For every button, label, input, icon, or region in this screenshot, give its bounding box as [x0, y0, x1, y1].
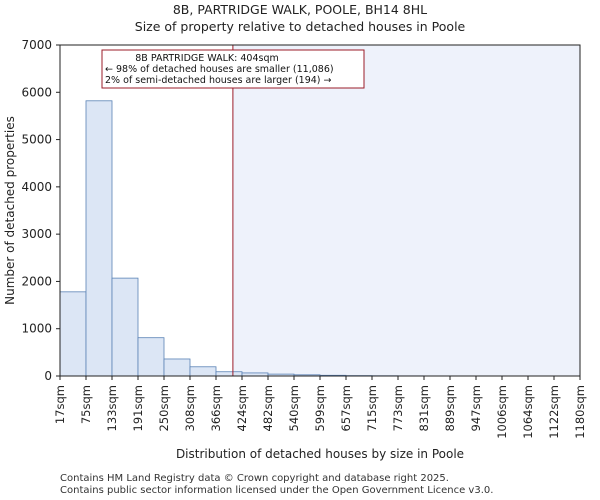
x-tick-label-540sqm: 540sqm [287, 385, 301, 431]
bar-250sqm [163, 358, 191, 377]
x-tick-label-17sqm: 17sqm [53, 385, 67, 424]
x-axis: 17sqm 75sqm 133sqm 191sqm 250sqm 308sqm 366sqm… [53, 376, 587, 439]
y-tick-label: 5000 [21, 133, 52, 147]
x-tick-label-133sqm: 133sqm [105, 385, 119, 431]
x-tick-label-191sqm: 191sqm [131, 385, 145, 431]
bars-group [59, 100, 581, 377]
x-tick-label-250sqm: 250sqm [157, 385, 171, 431]
bar-17sqm [59, 291, 87, 377]
x-tick-label-715sqm: 715sqm [365, 385, 379, 431]
plot-shade [232, 45, 580, 376]
annotation-box: 8B PARTRIDGE WALK: 404sqm ← 98% of detac… [101, 49, 365, 89]
x-tick-label-889sqm: 889sqm [443, 385, 457, 431]
bar-366sqm [215, 371, 243, 377]
footer-licence: Contains public sector information licen… [60, 485, 494, 496]
x-tick-label-308sqm: 308sqm [183, 385, 197, 431]
x-tick-label-424sqm: 424sqm [235, 385, 249, 431]
annotation-line3: 2% of semi-detached houses are larger (1… [105, 75, 332, 86]
y-axis-label: Number of detached properties [3, 116, 17, 305]
x-tick-label-831sqm: 831sqm [417, 385, 431, 431]
x-tick-label-75sqm: 75sqm [79, 385, 93, 424]
annotation-line1: 8B PARTRIDGE WALK: 404sqm [135, 53, 279, 64]
y-tick-label: 7000 [21, 38, 52, 52]
x-tick-label-1006sqm: 1006sqm [495, 385, 509, 439]
x-tick-label-599sqm: 599sqm [313, 385, 327, 431]
x-axis-label: Distribution of detached houses by size … [176, 447, 464, 461]
y-axis: 0 1000 2000 3000 4000 5000 6000 7000 [21, 38, 60, 383]
bar-133sqm [111, 277, 139, 377]
bar-75sqm [85, 100, 113, 377]
bar-308sqm [189, 366, 217, 377]
histogram-chart: 0 1000 2000 3000 4000 5000 6000 7000 17sqm 75sqm… [3, 38, 587, 461]
x-tick-label-1180sqm: 1180sqm [573, 385, 587, 439]
footer-copyright: Contains HM Land Registry data © Crown c… [60, 473, 449, 484]
x-tick-label-1064sqm: 1064sqm [521, 385, 535, 439]
chart-title: 8B, PARTRIDGE WALK, POOLE, BH14 8HL [172, 2, 428, 17]
y-tick-label: 6000 [21, 85, 52, 99]
x-tick-label-1122sqm: 1122sqm [547, 385, 561, 439]
x-tick-label-947sqm: 947sqm [469, 385, 483, 431]
chart-subtitle: Size of property relative to detached ho… [134, 19, 466, 34]
y-tick-label: 3000 [21, 227, 52, 241]
x-tick-label-366sqm: 366sqm [209, 385, 223, 431]
y-tick-label: 0 [44, 369, 52, 383]
x-tick-label-657sqm: 657sqm [339, 385, 353, 431]
y-tick-label: 2000 [21, 274, 52, 288]
annotation-line2: ← 98% of detached houses are smaller (11… [105, 64, 334, 75]
x-tick-label-482sqm: 482sqm [261, 385, 275, 431]
y-tick-label: 4000 [21, 180, 52, 194]
bar-191sqm [137, 337, 165, 377]
x-tick-label-773sqm: 773sqm [391, 385, 405, 431]
y-tick-label: 1000 [21, 322, 52, 336]
